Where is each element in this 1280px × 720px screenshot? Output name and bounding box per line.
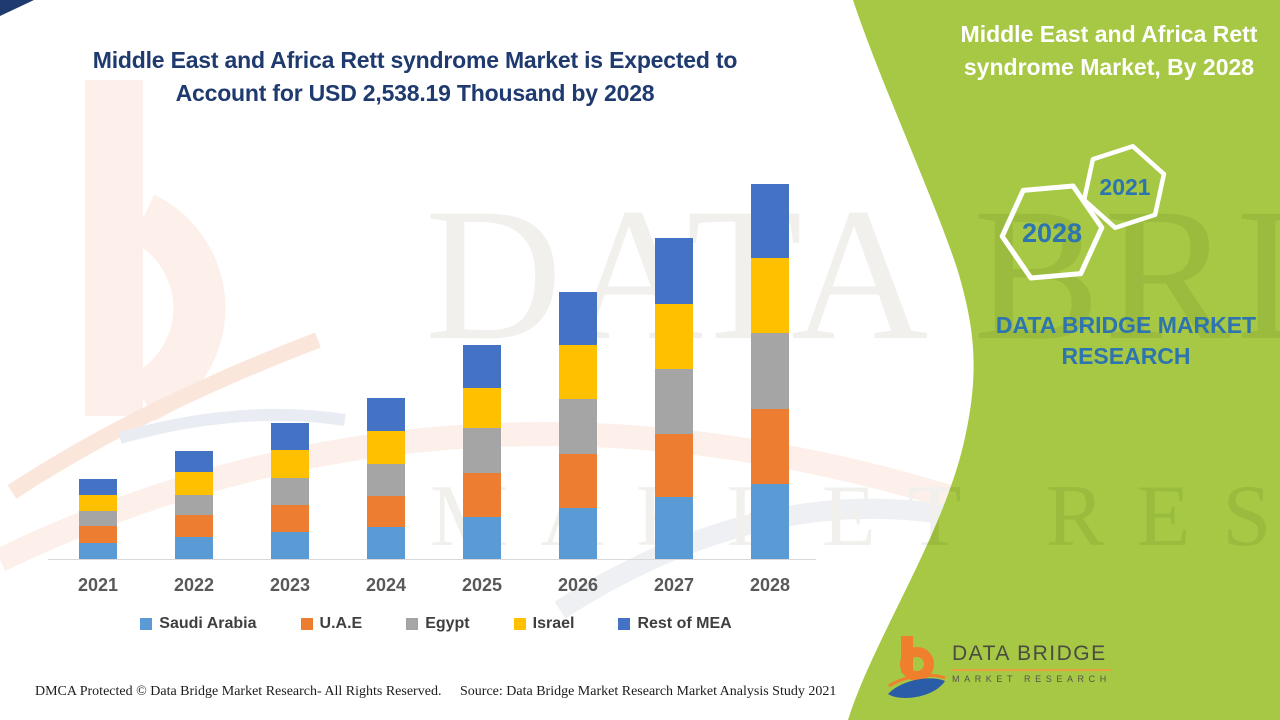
legend-label: Saudi Arabia [159, 615, 257, 632]
bar-segment-egypt [271, 478, 309, 505]
legend-item-rest-of-mea: Rest of MEA [618, 615, 732, 633]
bar-segment-israel [559, 345, 597, 400]
bar-segment-u-a-e [655, 433, 693, 497]
stacked-bar-2021 [79, 479, 117, 559]
hexagon-2021-label: 2021 [1099, 174, 1150, 200]
bar-segment-u-a-e [175, 515, 213, 538]
stacked-bar-2027 [655, 238, 693, 559]
legend-swatch-icon [406, 618, 419, 630]
legend-label: Israel [532, 615, 575, 632]
bar-segment-u-a-e [271, 504, 309, 532]
bar-segment-egypt [559, 399, 597, 455]
hexagon-2028-icon [999, 183, 1105, 281]
logo-name: DATA BRIDGE [952, 642, 1111, 671]
legend-item-saudi-arabia: Saudi Arabia [140, 615, 257, 633]
legend-item-egypt: Egypt [406, 615, 470, 633]
bar-segment-u-a-e [367, 495, 405, 527]
bar-segment-rest-of-mea [271, 423, 309, 451]
hexagon-2028-label: 2028 [1022, 218, 1082, 248]
stacked-bar-2028 [751, 184, 789, 559]
x-axis-line [48, 559, 816, 560]
bar-segment-rest-of-mea [175, 450, 213, 472]
bar-segment-u-a-e [79, 526, 117, 544]
dbmr-logo: DATA BRIDGE MARKET RESEARCH [886, 634, 1136, 706]
x-axis-label-2021: 2021 [77, 575, 119, 595]
bar-segment-egypt [655, 368, 693, 434]
bar-segment-rest-of-mea [751, 184, 789, 259]
hexagon-2021-icon [1081, 144, 1167, 230]
legend-swatch-icon [300, 618, 313, 630]
x-axis-label-2028: 2028 [749, 575, 791, 595]
stacked-bar-2025 [463, 345, 501, 559]
bar-segment-u-a-e [751, 409, 789, 484]
bar-segment-rest-of-mea [367, 398, 405, 431]
bar-segment-israel [655, 303, 693, 369]
x-axis-label-2024: 2024 [365, 575, 407, 595]
bar-segment-egypt [79, 511, 117, 527]
bar-segment-egypt [175, 494, 213, 515]
bar-segment-saudi-arabia [367, 526, 405, 559]
legend-item-israel: Israel [513, 615, 575, 633]
bar-segment-rest-of-mea [79, 479, 117, 496]
chart-legend: Saudi Arabia U.A.E Egypt Israel Rest of MEA [40, 615, 832, 633]
green-panel [848, 0, 1280, 720]
bar-segment-saudi-arabia [559, 508, 597, 559]
bar-segment-saudi-arabia [79, 543, 117, 559]
x-axis-label-2023: 2023 [269, 575, 311, 595]
bar-segment-israel [271, 450, 309, 479]
bar-segment-saudi-arabia [175, 537, 213, 559]
bar-segment-israel [367, 430, 405, 465]
bar-segment-u-a-e [463, 473, 501, 518]
bar-segment-israel [463, 388, 501, 429]
bar-segment-egypt [367, 464, 405, 496]
legend-label: Rest of MEA [637, 615, 732, 632]
dbmr-logo-icon [888, 636, 946, 698]
x-axis-label-2025: 2025 [461, 575, 503, 595]
stacked-bar-2024 [367, 398, 405, 559]
logo-subtitle: MARKET RESEARCH [952, 674, 1111, 684]
legend-item-u-a-e: U.A.E [300, 615, 363, 633]
bar-segment-rest-of-mea [559, 292, 597, 346]
bar-segment-saudi-arabia [463, 517, 501, 559]
bar-segment-u-a-e [559, 454, 597, 509]
bar-segment-rest-of-mea [463, 345, 501, 389]
bar-segment-saudi-arabia [271, 531, 309, 559]
x-axis-label-2027: 2027 [653, 575, 695, 595]
legend-swatch-icon [513, 618, 526, 630]
bar-segment-israel [175, 471, 213, 495]
x-axis-label-2026: 2026 [557, 575, 599, 595]
bar-segment-israel [79, 495, 117, 511]
bar-segment-egypt [751, 333, 789, 410]
legend-swatch-icon [140, 618, 153, 630]
legend-swatch-icon [618, 618, 631, 630]
stacked-bar-2026 [559, 292, 597, 559]
stacked-bar-2022 [175, 450, 213, 559]
bar-segment-rest-of-mea [655, 238, 693, 304]
x-axis-label-2022: 2022 [173, 575, 215, 595]
bar-segment-israel [751, 258, 789, 334]
bar-segment-egypt [463, 428, 501, 474]
stacked-bar-2023 [271, 423, 309, 559]
bar-segment-saudi-arabia [655, 496, 693, 559]
legend-label: Egypt [425, 615, 470, 632]
year-hexagons: 2028 2021 [999, 144, 1167, 281]
legend-label: U.A.E [319, 615, 363, 632]
bar-segment-saudi-arabia [751, 483, 789, 559]
